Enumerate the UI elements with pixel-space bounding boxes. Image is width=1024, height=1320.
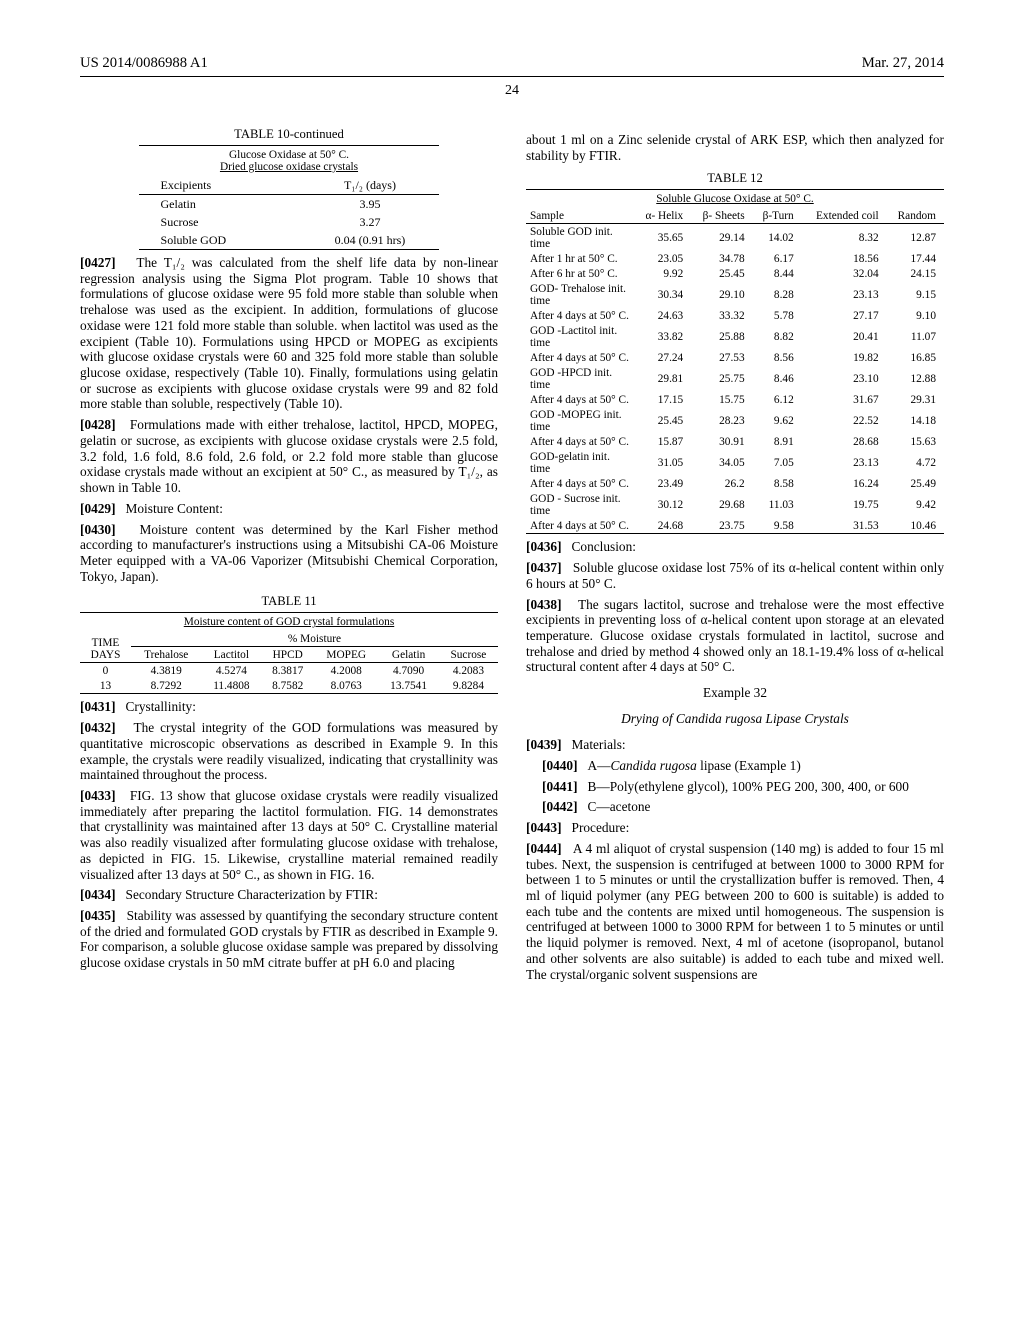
header-left: US 2014/0086988 A1: [80, 55, 208, 72]
table-row: After 4 days at 50° C.17.1515.756.1231.6…: [526, 392, 944, 407]
header-rule: [80, 76, 944, 77]
col-header: Extended coil: [802, 208, 887, 224]
table-row: GOD -Lactitol init. time33.8225.888.8220…: [526, 323, 944, 350]
paragraph: [0429] Moisture Content:: [80, 501, 498, 517]
paragraph: [0439] Materials:: [526, 737, 944, 753]
table-row: After 4 days at 50° C.24.6823.759.5831.5…: [526, 518, 944, 533]
example-title: Example 32: [526, 685, 944, 701]
table-row: GOD -HPCD init. time29.8125.758.4623.101…: [526, 365, 944, 392]
header-right: Mar. 27, 2014: [862, 55, 944, 72]
table-sub2: Dried glucose oxidase crystals: [139, 161, 440, 173]
col-header: Random: [887, 208, 944, 224]
table-title: TABLE 10-continued: [139, 127, 440, 142]
paragraph: [0427] The T₁/₂ was calculated from the …: [80, 255, 498, 412]
paragraph: [0430] Moisture content was determined b…: [80, 522, 498, 585]
table-title: TABLE 11: [80, 594, 498, 609]
table-row: 138.729211.48088.75828.076313.75419.8284: [80, 678, 498, 693]
paragraph: [0438] The sugars lactitol, sucrose and …: [526, 597, 944, 676]
table-row: Gelatin3.95: [139, 195, 440, 213]
paragraph: [0436] Conclusion:: [526, 539, 944, 555]
table-title: TABLE 12: [526, 171, 944, 186]
example-sub: Drying of Candida rugosa Lipase Crystals: [526, 711, 944, 727]
table-row: After 4 days at 50° C.23.4926.28.5816.24…: [526, 476, 944, 491]
paragraph: [0443] Procedure:: [526, 820, 944, 836]
table-sub: Soluble Glucose Oxidase at 50° C.: [526, 190, 944, 208]
col-header: Excipients: [139, 176, 301, 195]
col-header: β-Turn: [753, 208, 802, 224]
col-header: α- Helix: [635, 208, 692, 224]
table-row: After 4 days at 50° C.24.6333.325.7827.1…: [526, 308, 944, 323]
col-header: β- Sheets: [691, 208, 752, 224]
table-12: TABLE 12 Soluble Glucose Oxidase at 50° …: [526, 171, 944, 534]
paragraph: [0437] Soluble glucose oxidase lost 75% …: [526, 560, 944, 591]
list-item: [0440] A—Candida rugosa lipase (Example …: [542, 758, 944, 774]
table-row: GOD -MOPEG init. time25.4528.239.6222.52…: [526, 407, 944, 434]
page-header: US 2014/0086988 A1 Mar. 27, 2014: [80, 55, 944, 72]
paragraph: [0434] Secondary Structure Characterizat…: [80, 887, 498, 903]
table-row: GOD-gelatin init. time31.0534.057.0523.1…: [526, 449, 944, 476]
table-row: After 1 hr at 50° C.23.0534.786.1718.561…: [526, 251, 944, 266]
table-row: After 4 days at 50° C.27.2427.538.5619.8…: [526, 350, 944, 365]
page-number: 24: [80, 83, 944, 99]
spanning-header: % Moisture: [131, 631, 498, 647]
table-row: Soluble GOD init. time35.6529.1414.028.3…: [526, 224, 944, 251]
table-row: Sucrose3.27: [139, 213, 440, 231]
col-header: TIME: [84, 637, 127, 649]
paragraph: [0432] The crystal integrity of the GOD …: [80, 720, 498, 783]
col-header: DAYS: [84, 649, 127, 661]
table-sub: Glucose Oxidase at 50° C.: [139, 149, 440, 161]
table-11: TABLE 11 Moisture content of GOD crystal…: [80, 594, 498, 694]
col-header: Trehalose: [131, 647, 201, 663]
col-header: Gelatin: [378, 647, 438, 663]
paragraph: [0431] Crystallinity:: [80, 699, 498, 715]
list-item: [0442] C—acetone: [542, 799, 944, 815]
table-row: After 6 hr at 50° C.9.9225.458.4432.0424…: [526, 266, 944, 281]
col-header: HPCD: [261, 647, 314, 663]
col-header: MOPEG: [314, 647, 378, 663]
col-header: Lactitol: [201, 647, 261, 663]
col-header: Sample: [526, 208, 635, 224]
table-row: 04.38194.52748.38174.20084.70904.2083: [80, 663, 498, 678]
paragraph-continued: about 1 ml on a Zinc selenide crystal of…: [526, 132, 944, 163]
paragraph: [0428] Formulations made with either tre…: [80, 417, 498, 496]
table-10: TABLE 10-continued Glucose Oxidase at 50…: [139, 127, 440, 250]
paragraph: [0433] FIG. 13 show that glucose oxidase…: [80, 788, 498, 882]
col-header: Sucrose: [439, 647, 498, 663]
table-row: After 4 days at 50° C.15.8730.918.9128.6…: [526, 434, 944, 449]
table-row: GOD - Sucrose init. time30.1229.6811.031…: [526, 491, 944, 518]
paragraph: [0444] A 4 ml aliquot of crystal suspens…: [526, 841, 944, 982]
table-row: GOD- Trehalose init. time30.3429.108.282…: [526, 281, 944, 308]
table-sub: Moisture content of GOD crystal formulat…: [80, 613, 498, 631]
col-header: T₁/₂ (days): [300, 176, 439, 195]
table-row: Soluble GOD0.04 (0.91 hrs): [139, 231, 440, 249]
paragraph: [0435] Stability was assessed by quantif…: [80, 908, 498, 971]
list-item: [0441] B—Poly(ethylene glycol), 100% PEG…: [542, 779, 944, 795]
